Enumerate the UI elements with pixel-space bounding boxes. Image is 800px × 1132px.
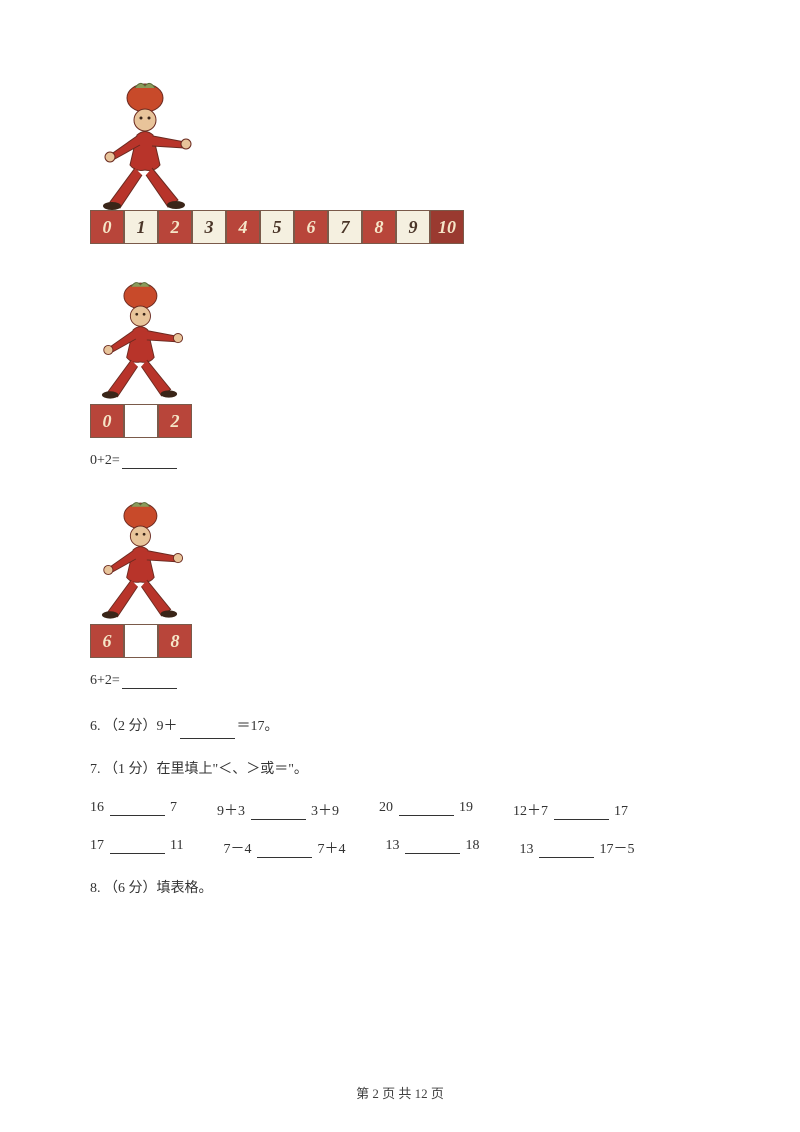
number-cell: 8	[158, 624, 192, 658]
comparison-item: 17 11	[90, 838, 183, 858]
answer-blank[interactable]	[405, 840, 460, 854]
answer-blank[interactable]	[539, 844, 594, 858]
answer-blank[interactable]	[251, 806, 306, 820]
number-cell: 6	[90, 624, 124, 658]
comparison-item: 9＋3 3＋9	[217, 800, 339, 820]
answer-blank[interactable]	[554, 806, 609, 820]
number-cell: 0	[90, 404, 124, 438]
comparison-left: 16	[90, 800, 108, 815]
figure-number-line-full: 012345678910	[90, 80, 710, 244]
number-cell: 0	[90, 210, 124, 244]
number-cell: 2	[158, 210, 192, 244]
number-cell	[124, 624, 158, 658]
equation-lhs: 6+2=	[90, 673, 120, 688]
number-cell: 1	[124, 210, 158, 244]
answer-blank[interactable]	[399, 802, 454, 816]
figure-number-line-02: 02	[90, 274, 710, 438]
comparison-left: 7－4	[223, 842, 255, 857]
comparison-left: 13	[519, 842, 537, 857]
comparison-item: 13 17－5	[519, 838, 634, 858]
comparison-item: 20 19	[379, 800, 473, 820]
figure-number-line-68: 68	[90, 494, 710, 658]
number-cell: 8	[362, 210, 396, 244]
comparison-left: 13	[385, 838, 403, 853]
number-line-02: 02	[90, 404, 710, 438]
walker-illustration-1	[90, 80, 210, 210]
q6-suffix: ＝17。	[237, 719, 279, 734]
number-cell: 4	[226, 210, 260, 244]
walker-icon	[90, 274, 200, 404]
number-line-68: 68	[90, 624, 710, 658]
answer-blank[interactable]	[110, 840, 165, 854]
comparison-item: 7－4 7＋4	[223, 838, 345, 858]
comparison-right: 17	[611, 804, 629, 819]
comparison-right: 11	[167, 838, 184, 853]
answer-blank[interactable]	[110, 802, 165, 816]
equation-lhs: 0+2=	[90, 453, 120, 468]
question-8: 8. （6 分）填表格。	[90, 876, 710, 901]
page-footer: 第 2 页 共 12 页	[0, 1083, 800, 1102]
comparison-left: 20	[379, 800, 397, 815]
comparison-right: 7＋4	[314, 842, 346, 857]
number-cell: 6	[294, 210, 328, 244]
comparison-item: 13 18	[385, 838, 479, 858]
walker-icon	[90, 80, 210, 210]
walker-icon	[90, 494, 200, 624]
equation-0-plus-2: 0+2=	[90, 453, 710, 469]
comparison-right: 19	[456, 800, 474, 815]
question-6: 6. （2 分）9＋ ＝17。	[90, 714, 710, 739]
number-cell: 2	[158, 404, 192, 438]
walker-illustration-3	[90, 494, 190, 624]
walker-illustration-2	[90, 274, 190, 404]
comparison-item: 12＋7 17	[513, 800, 628, 820]
q7-row-2: 17 117－4 7＋413 1813 17－5	[90, 838, 710, 858]
number-cell: 3	[192, 210, 226, 244]
question-7-prompt: 7. （1 分）在里填上"＜、＞或＝"。	[90, 757, 710, 782]
comparison-right: 17－5	[596, 842, 635, 857]
answer-blank[interactable]	[122, 455, 177, 469]
number-line-0-10: 012345678910	[90, 210, 710, 244]
number-cell: 7	[328, 210, 362, 244]
q7-row-1: 16 7 9＋3 3＋9 20 19 12＋7 17	[90, 800, 710, 820]
comparison-right: 18	[462, 838, 480, 853]
number-cell	[124, 404, 158, 438]
number-cell: 10	[430, 210, 464, 244]
number-cell: 5	[260, 210, 294, 244]
answer-blank[interactable]	[122, 675, 177, 689]
comparison-left: 9＋3	[217, 804, 249, 819]
comparison-right: 3＋9	[308, 804, 340, 819]
comparison-left: 12＋7	[513, 804, 552, 819]
number-cell: 9	[396, 210, 430, 244]
q6-prefix: 6. （2 分）9＋	[90, 719, 178, 734]
answer-blank[interactable]	[180, 725, 235, 739]
equation-6-plus-2: 6+2=	[90, 673, 710, 689]
comparison-item: 16 7	[90, 800, 177, 820]
comparison-left: 17	[90, 838, 108, 853]
answer-blank[interactable]	[257, 844, 312, 858]
comparison-right: 7	[167, 800, 178, 815]
